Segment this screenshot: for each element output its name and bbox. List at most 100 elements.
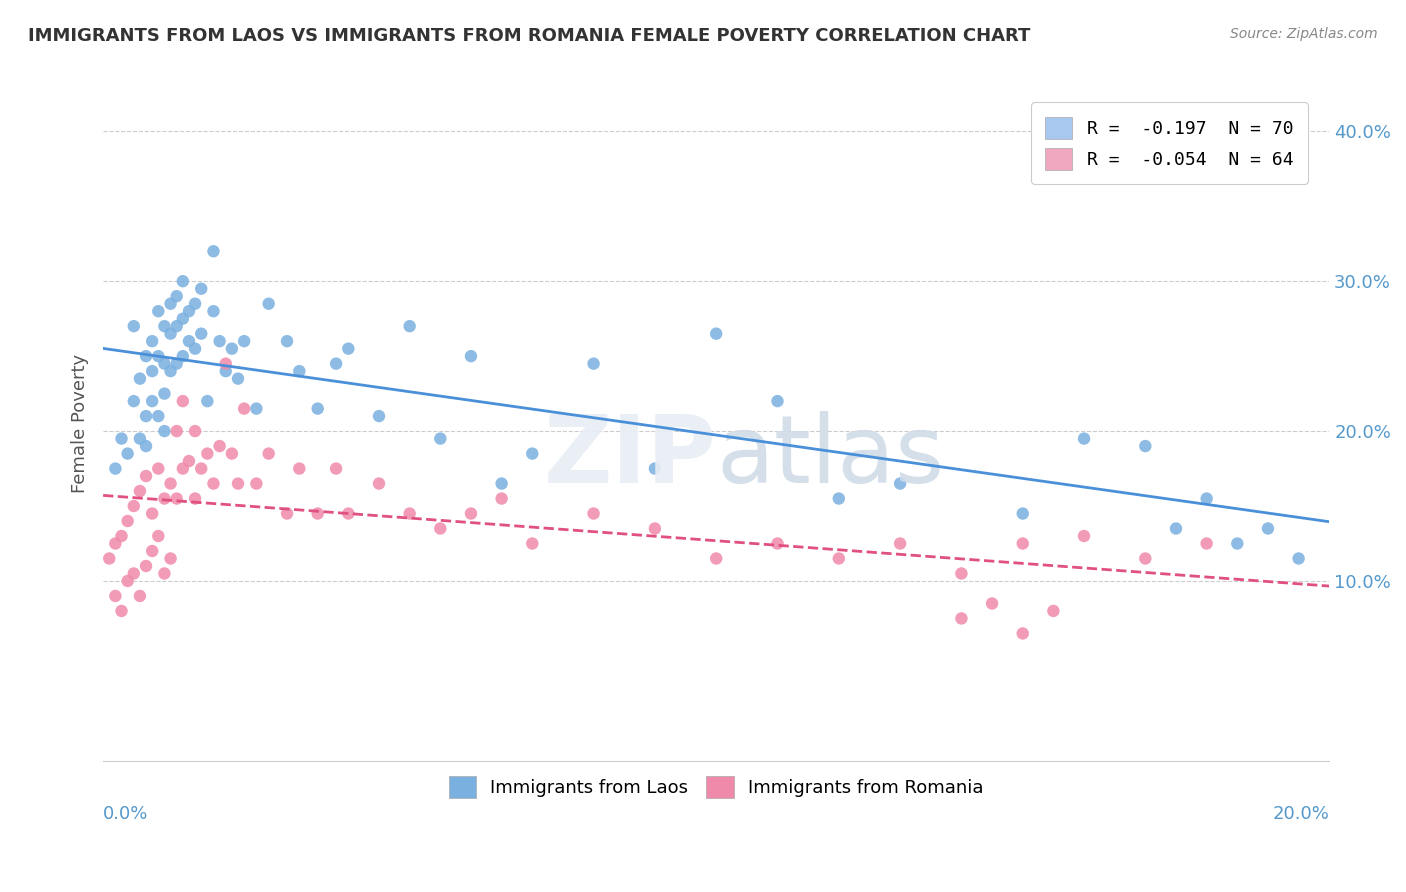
Point xyxy=(215,357,238,371)
Point xyxy=(208,334,231,348)
Point xyxy=(202,244,225,259)
Point xyxy=(704,551,727,566)
Point xyxy=(582,357,605,371)
Point xyxy=(159,476,181,491)
Point xyxy=(166,289,188,303)
Text: 20.0%: 20.0% xyxy=(1272,805,1329,822)
Point xyxy=(766,394,789,409)
Point xyxy=(104,461,127,475)
Point xyxy=(172,349,194,363)
Point xyxy=(460,507,482,521)
Point xyxy=(153,357,176,371)
Point xyxy=(135,409,157,423)
Point xyxy=(226,476,249,491)
Point xyxy=(491,476,513,491)
Point xyxy=(233,401,256,416)
Point xyxy=(828,551,851,566)
Point xyxy=(153,566,176,581)
Point xyxy=(117,574,139,588)
Point xyxy=(398,319,420,334)
Point xyxy=(166,357,188,371)
Point xyxy=(202,304,225,318)
Point xyxy=(166,424,188,438)
Point xyxy=(704,326,727,341)
Point xyxy=(153,319,176,334)
Point xyxy=(460,349,482,363)
Point xyxy=(148,461,170,475)
Point xyxy=(177,304,200,318)
Point xyxy=(184,424,207,438)
Text: IMMIGRANTS FROM LAOS VS IMMIGRANTS FROM ROMANIA FEMALE POVERTY CORRELATION CHART: IMMIGRANTS FROM LAOS VS IMMIGRANTS FROM … xyxy=(28,27,1031,45)
Point xyxy=(177,454,200,468)
Y-axis label: Female Poverty: Female Poverty xyxy=(72,354,89,493)
Point xyxy=(141,364,163,378)
Point xyxy=(153,491,176,506)
Point xyxy=(122,499,145,513)
Point xyxy=(202,476,225,491)
Point xyxy=(221,446,243,460)
Text: atlas: atlas xyxy=(716,411,945,503)
Point xyxy=(172,394,194,409)
Point xyxy=(950,566,973,581)
Point xyxy=(159,364,181,378)
Point xyxy=(1164,522,1187,536)
Point xyxy=(307,401,329,416)
Point xyxy=(325,461,347,475)
Point xyxy=(766,536,789,550)
Point xyxy=(110,529,132,543)
Point xyxy=(1011,536,1033,550)
Point xyxy=(1257,522,1279,536)
Point xyxy=(221,342,243,356)
Point xyxy=(889,476,911,491)
Point xyxy=(122,319,145,334)
Point xyxy=(117,446,139,460)
Point xyxy=(368,409,391,423)
Point xyxy=(828,491,851,506)
Point xyxy=(1011,626,1033,640)
Point xyxy=(135,559,157,574)
Point xyxy=(1135,551,1157,566)
Point xyxy=(159,326,181,341)
Point xyxy=(129,432,152,446)
Point xyxy=(429,432,451,446)
Point xyxy=(195,394,218,409)
Point xyxy=(429,522,451,536)
Text: ZIP: ZIP xyxy=(543,411,716,503)
Point xyxy=(159,551,181,566)
Point xyxy=(245,476,267,491)
Point xyxy=(1135,439,1157,453)
Point xyxy=(195,446,218,460)
Point xyxy=(159,296,181,310)
Point xyxy=(184,342,207,356)
Point xyxy=(288,461,311,475)
Point xyxy=(122,566,145,581)
Point xyxy=(215,364,238,378)
Point xyxy=(208,439,231,453)
Point xyxy=(172,274,194,288)
Point xyxy=(148,349,170,363)
Point xyxy=(110,604,132,618)
Point xyxy=(1226,536,1249,550)
Point xyxy=(1073,432,1095,446)
Point xyxy=(245,401,267,416)
Point xyxy=(1073,529,1095,543)
Point xyxy=(1042,604,1064,618)
Point xyxy=(307,507,329,521)
Point xyxy=(148,409,170,423)
Point xyxy=(135,439,157,453)
Text: Source: ZipAtlas.com: Source: ZipAtlas.com xyxy=(1230,27,1378,41)
Point xyxy=(110,432,132,446)
Point xyxy=(172,461,194,475)
Point xyxy=(644,522,666,536)
Point xyxy=(141,544,163,558)
Point xyxy=(337,342,360,356)
Point xyxy=(368,476,391,491)
Point xyxy=(177,334,200,348)
Point xyxy=(184,491,207,506)
Point xyxy=(1011,507,1033,521)
Point xyxy=(190,326,212,341)
Point xyxy=(950,611,973,625)
Point xyxy=(276,507,298,521)
Point xyxy=(582,507,605,521)
Point xyxy=(981,597,1004,611)
